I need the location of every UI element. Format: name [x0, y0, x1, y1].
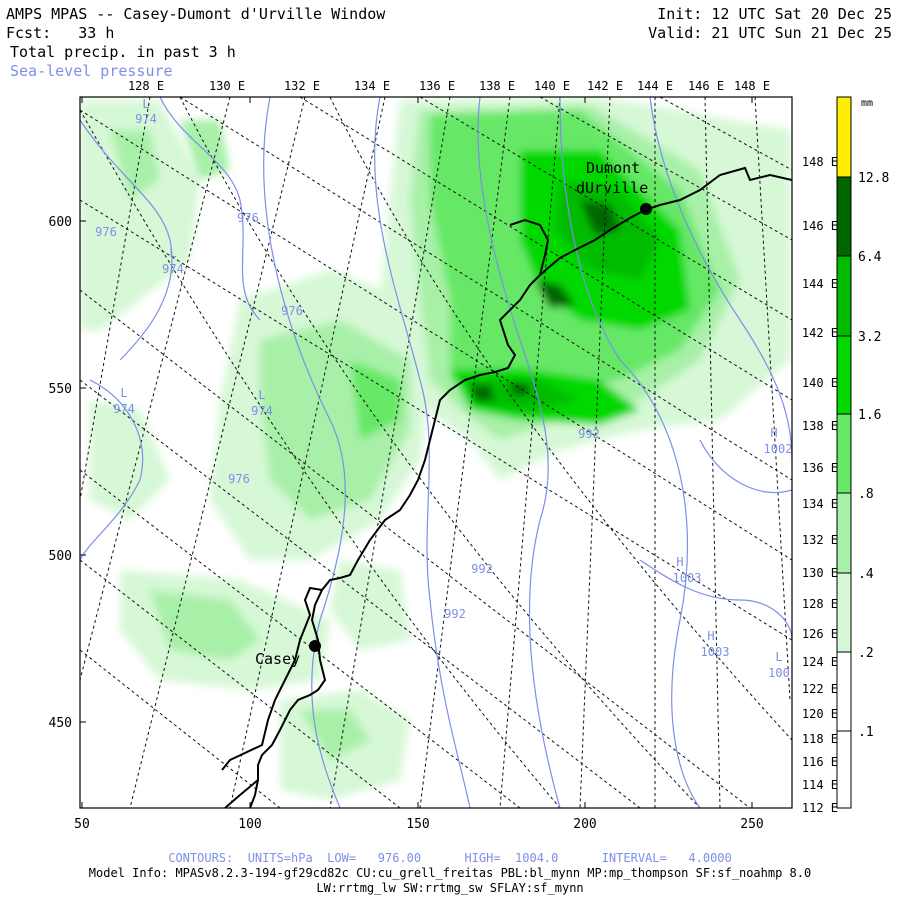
lon-label-right: 122 E	[802, 682, 838, 696]
pressure-label: 1002	[764, 442, 793, 456]
lon-label-right: 124 E	[802, 655, 838, 669]
lon-label-right: 144 E	[802, 277, 838, 291]
lon-label-right: 120 E	[802, 707, 838, 721]
map-title: AMPS MPAS -- Casey-Dumont d'Urville Wind…	[6, 5, 386, 23]
coastline-sw	[224, 779, 259, 808]
valid-time: Valid: 21 UTC Sun 21 Dec 25	[648, 24, 892, 42]
pressure-label: 974	[251, 404, 273, 418]
colorbar-level: 1.6	[858, 408, 881, 423]
pressure-label: 974	[113, 402, 135, 416]
physics-info: LW:rrtmg_lw SW:rrtmg_sw SFLAY:sf_mynn	[316, 881, 584, 895]
lon-label-top: 144 E	[637, 79, 673, 93]
x-tick-label: 150	[406, 817, 429, 832]
pressure-label: 976	[237, 211, 259, 225]
x-tick-label: 200	[573, 817, 596, 832]
y-tick-label: 550	[49, 382, 72, 397]
lon-label-right: 138 E	[802, 419, 838, 433]
pressure-label: 992	[578, 427, 600, 441]
colorbar-level: 12.8	[858, 171, 889, 186]
lon-label-right: 146 E	[802, 219, 838, 233]
lon-label-right: 134 E	[802, 497, 838, 511]
colorbar-level: .1	[858, 725, 874, 740]
lon-label-right: 112 E	[802, 801, 838, 815]
high-center-label: H	[707, 629, 714, 643]
plot-frame	[79, 96, 793, 809]
pressure-label: 1003	[673, 571, 702, 585]
precip-field	[80, 97, 790, 800]
lon-label-right: 114 E	[802, 778, 838, 792]
coastline	[249, 166, 792, 808]
x-tick-label: 50	[74, 817, 90, 832]
y-tick-label: 500	[49, 549, 72, 564]
lon-label-top: 148 E	[734, 79, 770, 93]
coastline-west	[221, 586, 323, 771]
lon-label-right: 142 E	[802, 326, 838, 340]
low-center-label: L	[142, 97, 149, 111]
contour-field-name: Sea-level pressure	[10, 62, 173, 80]
lon-label-top: 142 E	[587, 79, 623, 93]
high-center-label: H	[770, 426, 777, 440]
dumont-durville-marker[interactable]	[640, 203, 652, 215]
lat-lon-grid	[80, 97, 792, 808]
lon-label-right: 118 E	[802, 732, 838, 746]
casey-marker[interactable]	[309, 640, 321, 652]
dumont-durville-label-2: dUrville	[576, 179, 648, 197]
casey-label: Casey	[255, 650, 300, 668]
lon-label-top: 132 E	[284, 79, 320, 93]
pressure-label: 976	[228, 472, 250, 486]
y-axis	[80, 220, 86, 723]
coastline-inland	[509, 218, 550, 276]
y-tick-label: 600	[49, 215, 72, 230]
colorbar-level: 6.4	[858, 250, 882, 265]
lon-label-top: 136 E	[419, 79, 455, 93]
pressure-label: 976	[95, 225, 117, 239]
colorbar	[836, 96, 852, 809]
low-center-label: L	[120, 386, 127, 400]
lon-label-top: 138 E	[479, 79, 515, 93]
lon-label-right: 136 E	[802, 461, 838, 475]
forecast-hour: Fcst: 33 h	[6, 24, 115, 42]
lon-label-right: 126 E	[802, 627, 838, 641]
field-name: Total precip. in past 3 h	[10, 43, 236, 61]
pressure-label: 976	[281, 304, 303, 318]
x-tick-label: 100	[238, 817, 261, 832]
pressure-label: 992	[471, 562, 493, 576]
dumont-durville-label: Dumont	[586, 159, 640, 177]
high-center-label: H	[676, 555, 683, 569]
pressure-contours	[80, 97, 792, 808]
lon-label-top: 146 E	[688, 79, 724, 93]
low-center-label: L	[258, 388, 265, 402]
pressure-label: 992	[444, 607, 466, 621]
lon-label-right: 130 E	[802, 566, 838, 580]
pressure-label: 974	[162, 262, 184, 276]
colorbar-unit: mm	[861, 98, 873, 109]
colorbar-level: 3.2	[858, 330, 881, 345]
low-center-label: L	[169, 246, 176, 260]
lon-label-right: 128 E	[802, 597, 838, 611]
colorbar-level: .4	[858, 567, 874, 582]
y-tick-label: 450	[49, 716, 72, 731]
low-center-label: L	[775, 650, 782, 664]
lon-label-top: 130 E	[209, 79, 245, 93]
lon-label-top: 134 E	[354, 79, 390, 93]
lon-label-right: 140 E	[802, 376, 838, 390]
pressure-label: 974	[135, 112, 157, 126]
lon-label-right: 116 E	[802, 755, 838, 769]
pressure-label: 1003	[701, 645, 730, 659]
pressure-label: 100	[768, 666, 790, 680]
colorbar-level: .2	[858, 646, 874, 661]
lon-label-right: 148 E	[802, 155, 838, 169]
init-time: Init: 12 UTC Sat 20 Dec 25	[657, 5, 892, 23]
colorbar-level: .8	[858, 487, 874, 502]
model-info: Model Info: MPASv8.2.3-194-gf29cd82c CU:…	[88, 866, 812, 880]
x-axis	[81, 97, 753, 808]
lon-label-top: 128 E	[128, 79, 164, 93]
lon-label-top: 140 E	[534, 79, 570, 93]
contours-info: CONTOURS: UNITS=hPa LOW= 976.00 HIGH= 10…	[168, 851, 732, 865]
x-tick-label: 250	[740, 817, 763, 832]
lon-label-right: 132 E	[802, 533, 838, 547]
